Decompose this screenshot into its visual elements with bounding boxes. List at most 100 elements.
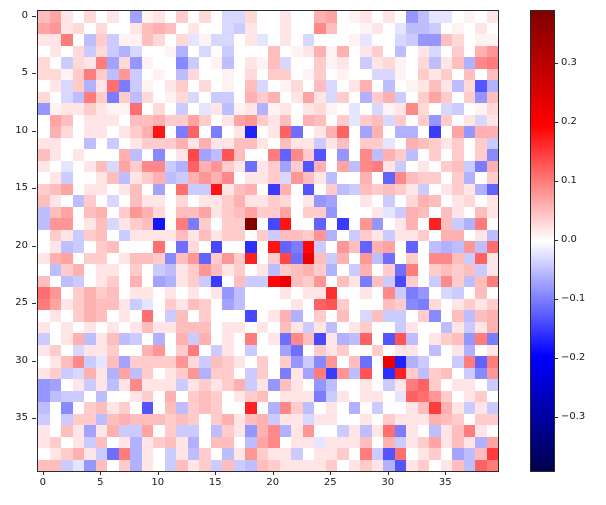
- heatmap-cell: [187, 310, 199, 322]
- heatmap-cell: [463, 22, 475, 34]
- heatmap-cell: [222, 344, 234, 356]
- heatmap-cell: [475, 367, 487, 379]
- heatmap-cell: [268, 275, 280, 287]
- heatmap-cell: [233, 321, 245, 333]
- heatmap-cell: [107, 149, 119, 161]
- heatmap-cell: [302, 68, 314, 80]
- heatmap-cell: [291, 413, 303, 425]
- heatmap-cell: [314, 57, 326, 69]
- heatmap-cell: [233, 137, 245, 149]
- heatmap-cell: [371, 310, 383, 322]
- heatmap-cell: [475, 68, 487, 80]
- heatmap-cell: [360, 172, 372, 184]
- heatmap-cell: [233, 183, 245, 195]
- heatmap-cell: [475, 195, 487, 207]
- heatmap-cell: [187, 68, 199, 80]
- heatmap-cell: [383, 218, 395, 230]
- heatmap-cell: [279, 22, 291, 34]
- heatmap-cell: [95, 448, 107, 460]
- heatmap-cell: [233, 80, 245, 92]
- heatmap-cell: [256, 402, 268, 414]
- heatmap-cell: [417, 310, 429, 322]
- heatmap-cell: [486, 275, 498, 287]
- heatmap-cell: [199, 57, 211, 69]
- heatmap-cell: [210, 275, 222, 287]
- heatmap-cell: [49, 436, 61, 448]
- heatmap-cell: [279, 126, 291, 138]
- heatmap-cell: [325, 413, 337, 425]
- heatmap-cell: [118, 206, 130, 218]
- heatmap-cell: [256, 459, 268, 471]
- heatmap-cell: [268, 91, 280, 103]
- y-tick-label: 10: [15, 124, 28, 136]
- heatmap-cell: [486, 149, 498, 161]
- heatmap-cell: [417, 252, 429, 264]
- heatmap-cell: [153, 45, 165, 57]
- heatmap-cell: [394, 264, 406, 276]
- heatmap-cell: [107, 126, 119, 138]
- heatmap-cell: [118, 367, 130, 379]
- heatmap-cell: [429, 321, 441, 333]
- heatmap-cell: [107, 11, 119, 23]
- heatmap-cell: [383, 91, 395, 103]
- heatmap-cell: [417, 402, 429, 414]
- heatmap-cell: [360, 298, 372, 310]
- heatmap-cell: [279, 172, 291, 184]
- heatmap-cell: [371, 287, 383, 299]
- heatmap-cell: [371, 333, 383, 345]
- heatmap-cell: [164, 310, 176, 322]
- heatmap-cell: [256, 137, 268, 149]
- heatmap-cell: [325, 425, 337, 437]
- heatmap-cell: [268, 298, 280, 310]
- heatmap-cell: [210, 402, 222, 414]
- heatmap-cell: [245, 183, 257, 195]
- heatmap-cell: [153, 298, 165, 310]
- heatmap-cell: [429, 436, 441, 448]
- heatmap-cell: [429, 11, 441, 23]
- heatmap-cell: [268, 126, 280, 138]
- heatmap-cell: [153, 229, 165, 241]
- heatmap-cell: [475, 241, 487, 253]
- heatmap-cell: [429, 114, 441, 126]
- heatmap-cell: [256, 114, 268, 126]
- heatmap-cell: [256, 310, 268, 322]
- heatmap-cell: [210, 241, 222, 253]
- heatmap-cell: [325, 264, 337, 276]
- heatmap-cell: [164, 126, 176, 138]
- heatmap-cell: [314, 367, 326, 379]
- heatmap-cell: [72, 425, 84, 437]
- heatmap-cell: [360, 183, 372, 195]
- heatmap-cell: [153, 321, 165, 333]
- heatmap-cell: [72, 413, 84, 425]
- heatmap-cell: [291, 183, 303, 195]
- heatmap-cell: [61, 149, 73, 161]
- heatmap-cell: [452, 448, 464, 460]
- heatmap-cell: [153, 160, 165, 172]
- heatmap-cell: [383, 172, 395, 184]
- heatmap-cell: [95, 402, 107, 414]
- heatmap-cell: [337, 172, 349, 184]
- heatmap-cell: [371, 264, 383, 276]
- x-tick-label: 25: [323, 477, 337, 488]
- heatmap-cell: [383, 310, 395, 322]
- heatmap-cell: [72, 172, 84, 184]
- heatmap-cell: [84, 149, 96, 161]
- heatmap-cell: [199, 91, 211, 103]
- heatmap-cell: [291, 34, 303, 46]
- heatmap-cell: [164, 195, 176, 207]
- heatmap-cell: [210, 459, 222, 471]
- heatmap-cell: [452, 91, 464, 103]
- heatmap-cell: [176, 183, 188, 195]
- heatmap-cell: [486, 114, 498, 126]
- heatmap-cell: [107, 206, 119, 218]
- heatmap-cell: [383, 344, 395, 356]
- heatmap-cell: [118, 103, 130, 115]
- heatmap-cell: [360, 264, 372, 276]
- heatmap-cell: [118, 459, 130, 471]
- heatmap-cell: [222, 275, 234, 287]
- heatmap-cell: [302, 57, 314, 69]
- heatmap-cell: [72, 264, 84, 276]
- heatmap-cell: [429, 34, 441, 46]
- heatmap-cell: [337, 321, 349, 333]
- heatmap-cell: [429, 287, 441, 299]
